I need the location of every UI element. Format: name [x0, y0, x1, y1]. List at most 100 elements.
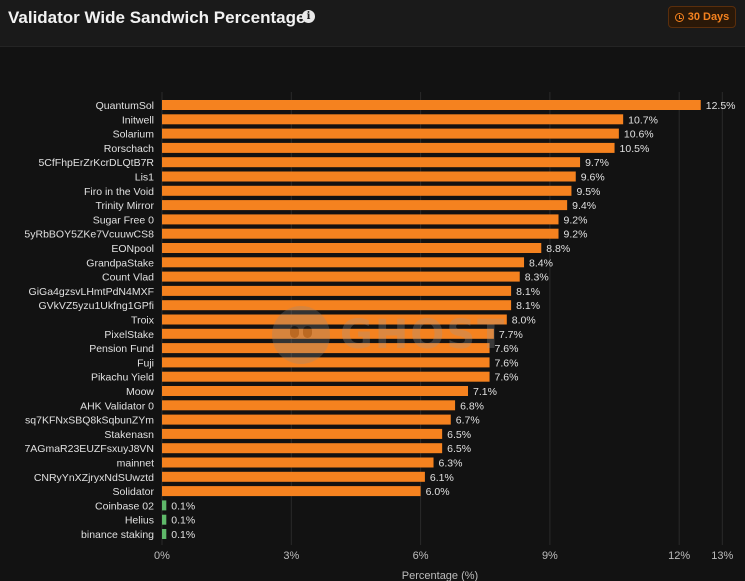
category-label: Moow — [126, 386, 154, 398]
info-icon[interactable]: i — [302, 10, 315, 23]
bar — [162, 171, 576, 182]
bar — [162, 514, 167, 525]
bar — [162, 500, 167, 511]
category-label: mainnet — [117, 458, 154, 470]
x-tick-label: 13% — [711, 550, 733, 562]
value-label: 8.1% — [516, 300, 540, 312]
category-label: GiGa4gzsvLHmtPdN4MXF — [29, 286, 154, 298]
value-label: 8.4% — [529, 257, 553, 269]
category-label: Lis1 — [135, 172, 154, 184]
bar — [162, 486, 421, 497]
category-label: EONpool — [111, 243, 154, 255]
category-label: Trinity Mirror — [95, 200, 154, 212]
page-title: Validator Wide Sandwich Percentage — [8, 8, 306, 27]
x-tick-label: 9% — [542, 550, 558, 562]
bar — [162, 128, 619, 139]
bar — [162, 428, 443, 439]
category-label: Initwell — [122, 114, 154, 126]
value-label: 12.5% — [706, 100, 736, 112]
value-label: 0.1% — [171, 515, 195, 527]
x-tick-label: 0% — [154, 550, 170, 562]
value-label: 0.1% — [171, 500, 195, 512]
value-label: 6.8% — [460, 400, 484, 412]
value-label: 9.2% — [564, 214, 588, 226]
category-label: Coinbase 02 — [95, 500, 154, 512]
category-label: Troix — [131, 315, 155, 327]
bar — [162, 285, 512, 296]
category-label: 5yRbBOY5ZKe7VcuuwCS8 — [24, 229, 154, 241]
value-label: 7.6% — [495, 372, 519, 384]
value-label: 7.1% — [473, 386, 497, 398]
category-label: GrandpaStake — [86, 257, 154, 269]
clock-icon — [674, 12, 684, 22]
value-label: 9.5% — [576, 186, 600, 198]
value-label: 8.3% — [525, 272, 549, 284]
value-label: 9.6% — [581, 172, 605, 184]
bar — [162, 414, 451, 425]
category-label: Fuji — [137, 357, 154, 369]
value-label: 6.7% — [456, 415, 480, 427]
value-label: 7.7% — [499, 329, 523, 341]
category-label: Sugar Free 0 — [93, 214, 154, 226]
category-label: QuantumSol — [96, 100, 154, 112]
time-range-label: 30 Days — [687, 11, 730, 23]
value-label: 7.6% — [495, 343, 519, 355]
category-label: AHK Validator 0 — [80, 400, 154, 412]
category-label: Rorschach — [104, 143, 154, 155]
category-label: Firo in the Void — [84, 186, 154, 198]
category-label: Pikachu Yield — [91, 372, 154, 384]
bar — [162, 200, 568, 211]
x-tick-label: 12% — [668, 550, 690, 562]
bar — [162, 357, 490, 368]
bar — [162, 214, 559, 225]
value-label: 6.3% — [439, 458, 463, 470]
bar — [162, 328, 494, 339]
value-label: 8.0% — [512, 315, 536, 327]
bar — [162, 243, 542, 253]
bar — [162, 185, 572, 196]
bar — [162, 471, 425, 482]
value-label: 10.5% — [620, 143, 650, 155]
bar — [162, 371, 490, 382]
chart-header: Validator Wide Sandwich Percentage i 30 … — [0, 0, 745, 47]
bar — [162, 386, 469, 396]
time-range-button[interactable]: 30 Days — [668, 6, 736, 28]
bar — [162, 142, 615, 153]
value-label: 0.1% — [171, 529, 195, 541]
category-label: Solarium — [113, 129, 155, 141]
bar — [162, 314, 507, 325]
bar — [162, 100, 701, 110]
category-label: 5CfFhpErZrKcrDLQtB7R — [38, 157, 154, 169]
value-label: 6.1% — [430, 472, 454, 484]
category-label: Solidator — [113, 486, 155, 498]
category-label: 7AGmaR23EUZFsxuyJ8VN — [24, 443, 154, 455]
value-label: 7.6% — [495, 357, 519, 369]
value-label: 9.7% — [585, 157, 609, 169]
bar — [162, 300, 512, 311]
category-label: Helius — [125, 515, 154, 527]
x-tick-label: 3% — [283, 550, 299, 562]
value-label: 8.1% — [516, 286, 540, 298]
category-label: GVkVZ5yzu1Ukfng1GPfi — [38, 300, 154, 312]
value-label: 9.4% — [572, 200, 596, 212]
category-label: binance staking — [81, 529, 154, 541]
bar — [162, 157, 581, 168]
value-label: 9.2% — [564, 229, 588, 241]
category-label: PixelStake — [104, 329, 154, 341]
bar — [162, 228, 559, 239]
category-label: CNRyYnXZjryxNdSUwztd — [34, 472, 154, 484]
bar — [162, 529, 167, 539]
value-label: 10.7% — [628, 114, 658, 126]
bar — [162, 114, 624, 125]
value-label: 6.5% — [447, 443, 471, 455]
value-label: 6.5% — [447, 429, 471, 441]
category-label: Pension Fund — [89, 343, 154, 355]
value-label: 6.0% — [426, 486, 450, 498]
x-tick-label: 6% — [413, 550, 429, 562]
bar — [162, 257, 525, 268]
bar — [162, 343, 490, 354]
bar — [162, 443, 443, 454]
bar — [162, 457, 434, 468]
category-label: Count Vlad — [102, 272, 154, 284]
